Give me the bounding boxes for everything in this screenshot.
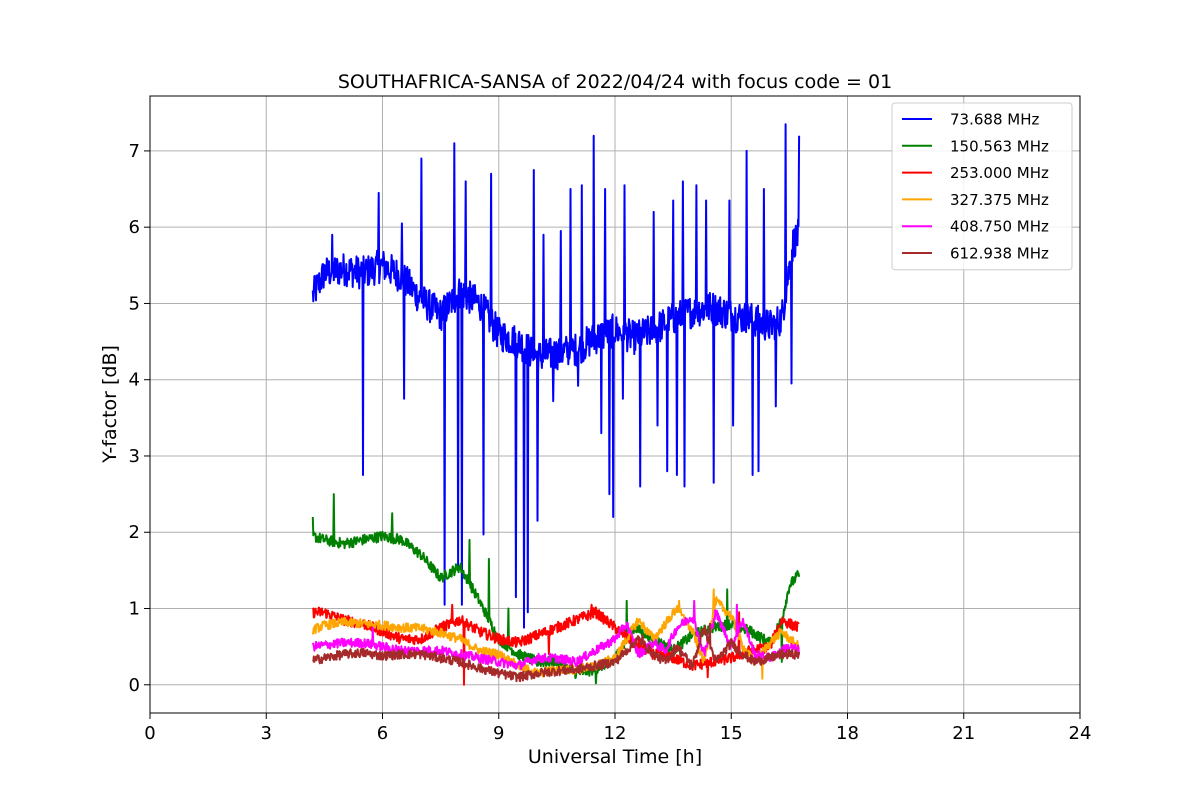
y-axis-label: Y-factor [dB]	[99, 345, 121, 464]
legend-label: 253.000 MHz	[950, 164, 1049, 182]
x-tick-label: 15	[720, 723, 743, 744]
series-layer	[311, 123, 801, 686]
legend: 73.688 MHz 150.563 MHz 253.000 MHz 327.375 …	[891, 102, 1073, 271]
x-tick-label: 3	[261, 723, 272, 744]
chart-title: SOUTHAFRICA-SANSA of 2022/04/24 with foc…	[338, 71, 892, 93]
x-tick-label: 6	[377, 723, 388, 744]
x-tick-label: 18	[836, 723, 859, 744]
y-tick-label: 7	[129, 141, 140, 162]
legend-box	[891, 102, 1073, 271]
legend-label: 150.563 MHz	[950, 137, 1049, 155]
x-tick-label: 9	[493, 723, 504, 744]
x-tick-label: 0	[144, 723, 155, 744]
y-tick-label: 0	[129, 675, 140, 696]
y-tick-label: 1	[129, 599, 140, 620]
y-tick-label: 6	[129, 217, 140, 238]
x-tick-label: 12	[604, 723, 627, 744]
x-tick-label: 24	[1069, 723, 1092, 744]
legend-label: 327.375 MHz	[950, 191, 1049, 209]
series-line	[312, 622, 801, 683]
series-line	[311, 588, 801, 680]
y-tick-label: 2	[129, 522, 140, 543]
y-tick-label: 3	[129, 446, 140, 467]
legend-label: 73.688 MHz	[950, 111, 1039, 129]
x-tick-label: 21	[952, 723, 975, 744]
y-tick-label: 5	[129, 293, 140, 314]
legend-label: 612.938 MHz	[950, 245, 1049, 263]
series-line	[311, 123, 801, 629]
legend-label: 408.750 MHz	[950, 218, 1049, 236]
x-axis-label: Universal Time [h]	[528, 746, 702, 768]
y-tick-label: 4	[129, 370, 140, 391]
